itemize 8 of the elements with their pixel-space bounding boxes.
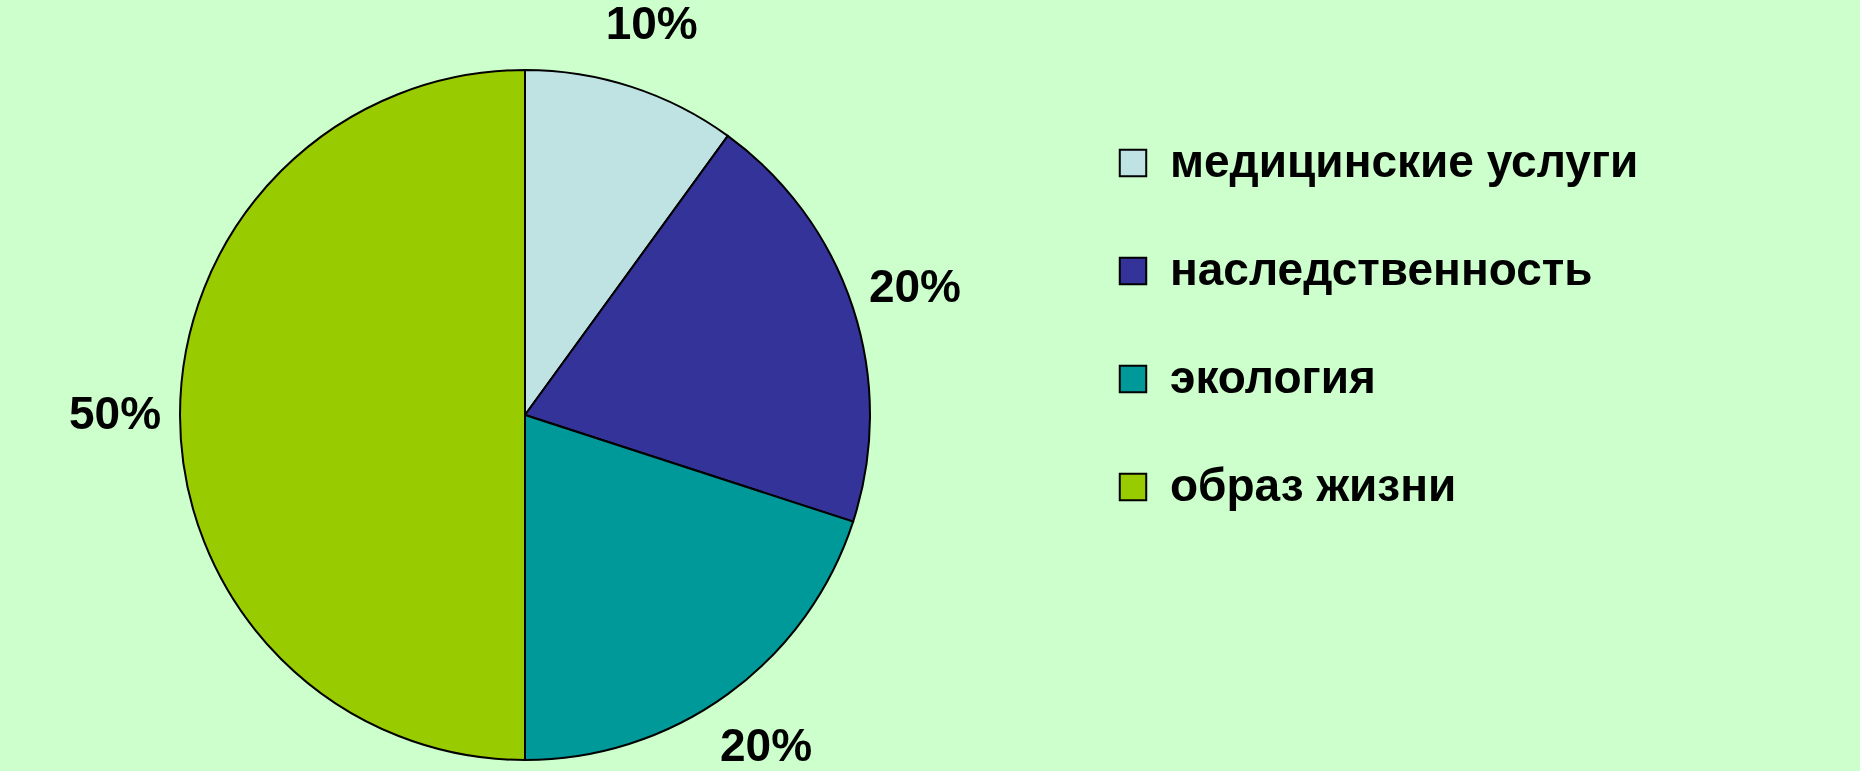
legend-label: образ жизни bbox=[1170, 459, 1457, 511]
data-label: 10% bbox=[605, 0, 698, 50]
data-label: 50% bbox=[68, 387, 162, 439]
data-label: 20% bbox=[719, 718, 813, 771]
data-label: 20% bbox=[868, 260, 961, 313]
legend-label: наследственность bbox=[1170, 243, 1593, 295]
legend-label: медицинские услуги bbox=[1170, 135, 1639, 187]
legend-label: экология bbox=[1170, 351, 1376, 403]
